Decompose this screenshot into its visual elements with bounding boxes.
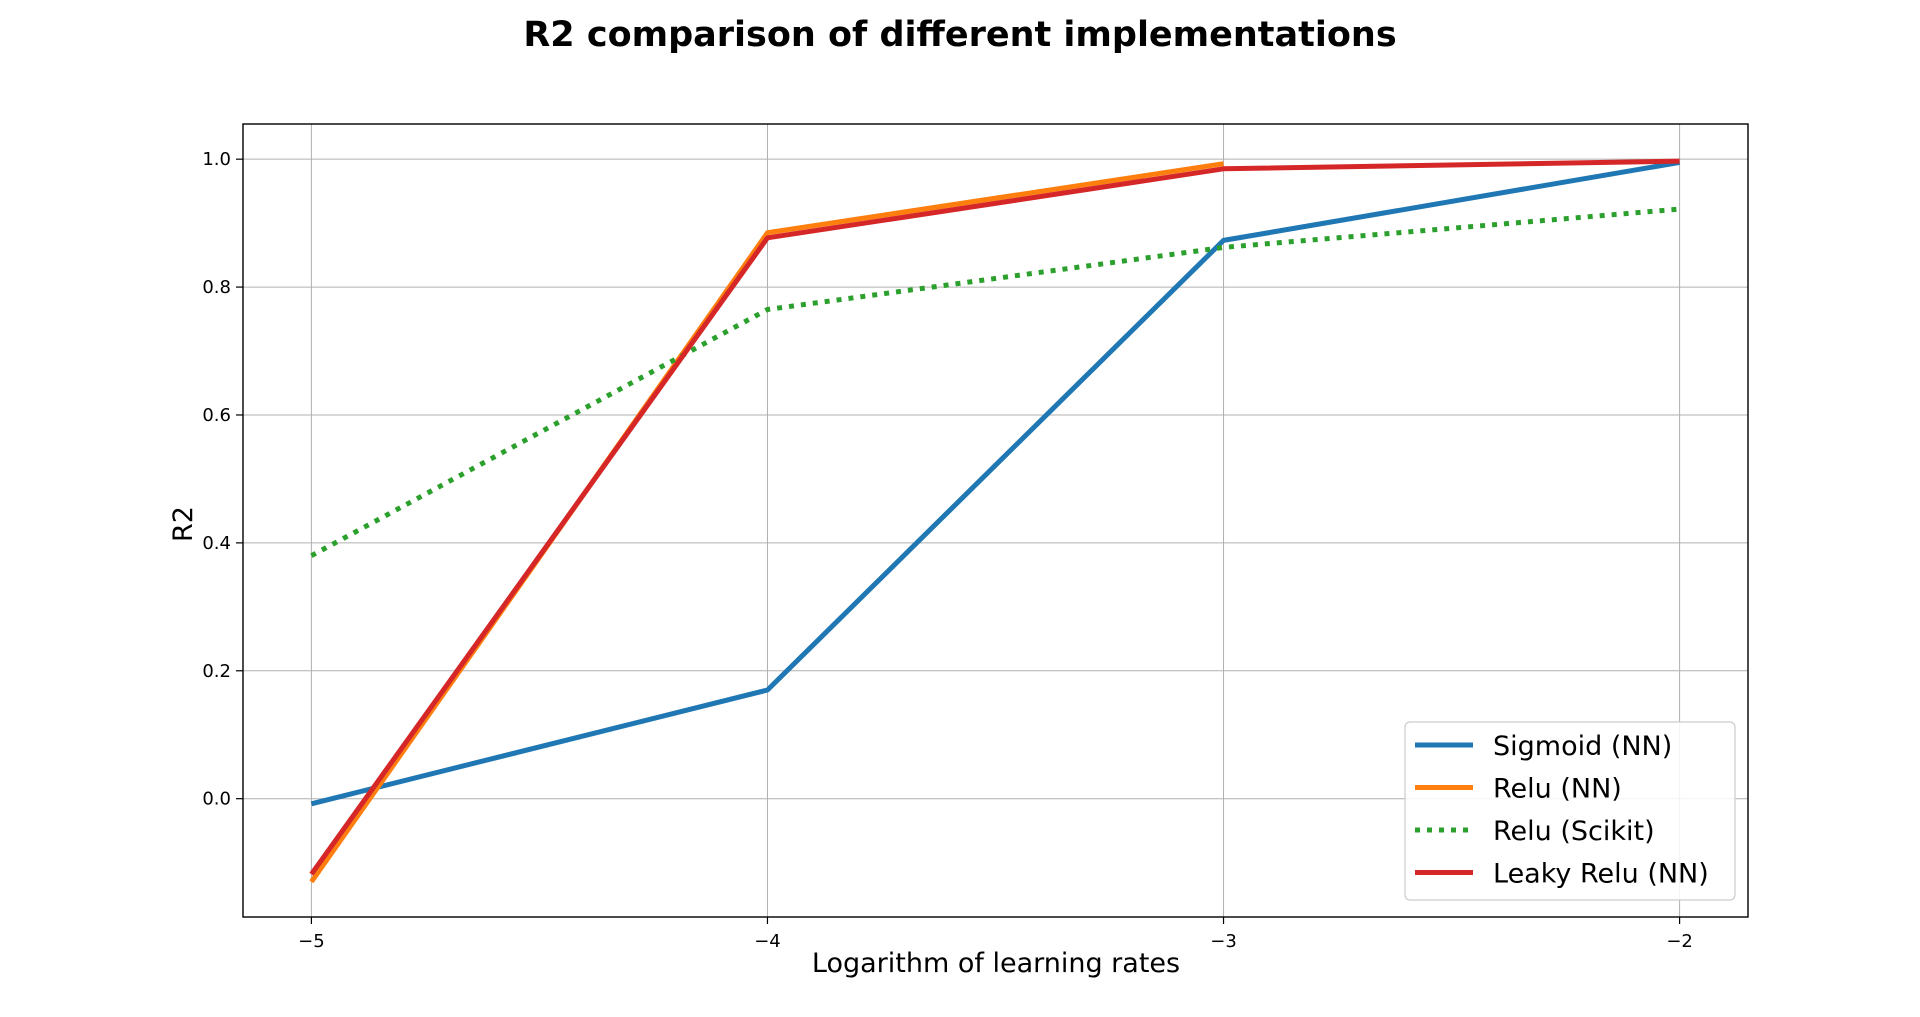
x-axis-ticks: −5 −4 −3 −2 <box>298 917 1693 952</box>
y-tick-label: 0.0 <box>202 789 231 810</box>
y-tick-label: 0.6 <box>202 405 231 426</box>
series-line-leaky-relu-nn <box>309 158 1680 876</box>
y-axis-ticks: 0.0 0.2 0.4 0.6 0.8 1.0 <box>202 149 243 810</box>
y-tick-label: 0.4 <box>202 533 231 554</box>
y-axis-label: R2 <box>168 506 199 542</box>
legend-label-leaky-relu-nn: Leaky Relu (NN) <box>1493 859 1709 890</box>
y-tick-label: 0.8 <box>202 277 231 298</box>
legend-box <box>1404 721 1736 901</box>
y-tick-label: 0.2 <box>202 661 231 682</box>
x-tick-label: −4 <box>754 931 781 952</box>
chart-title: R2 comparison of different implementatio… <box>523 15 1396 55</box>
x-axis-label: Logarithm of learning rates <box>812 948 1180 979</box>
plot-frame <box>242 123 1749 918</box>
series-line-relu-scikit <box>310 206 1680 558</box>
legend-label-sigmoid-nn: Sigmoid (NN) <box>1493 731 1672 762</box>
legend-label-relu-nn: Relu (NN) <box>1493 774 1622 805</box>
y-tick-label: 1.0 <box>202 149 231 170</box>
series-line-sigmoid-nn <box>310 159 1681 807</box>
x-tick-label: −3 <box>1210 931 1237 952</box>
series-lines <box>309 158 1681 884</box>
legend-label-relu-scikit: Relu (Scikit) <box>1493 816 1655 847</box>
grid <box>243 124 1748 917</box>
x-tick-label: −2 <box>1666 931 1693 952</box>
legend: Sigmoid (NN) Relu (NN) Relu (Scikit) Leaky … <box>1404 721 1736 901</box>
x-tick-label: −5 <box>298 931 325 952</box>
